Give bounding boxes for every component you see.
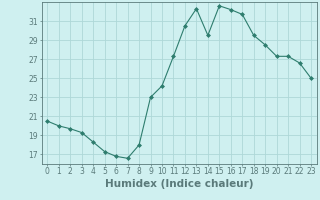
X-axis label: Humidex (Indice chaleur): Humidex (Indice chaleur) — [105, 179, 253, 189]
